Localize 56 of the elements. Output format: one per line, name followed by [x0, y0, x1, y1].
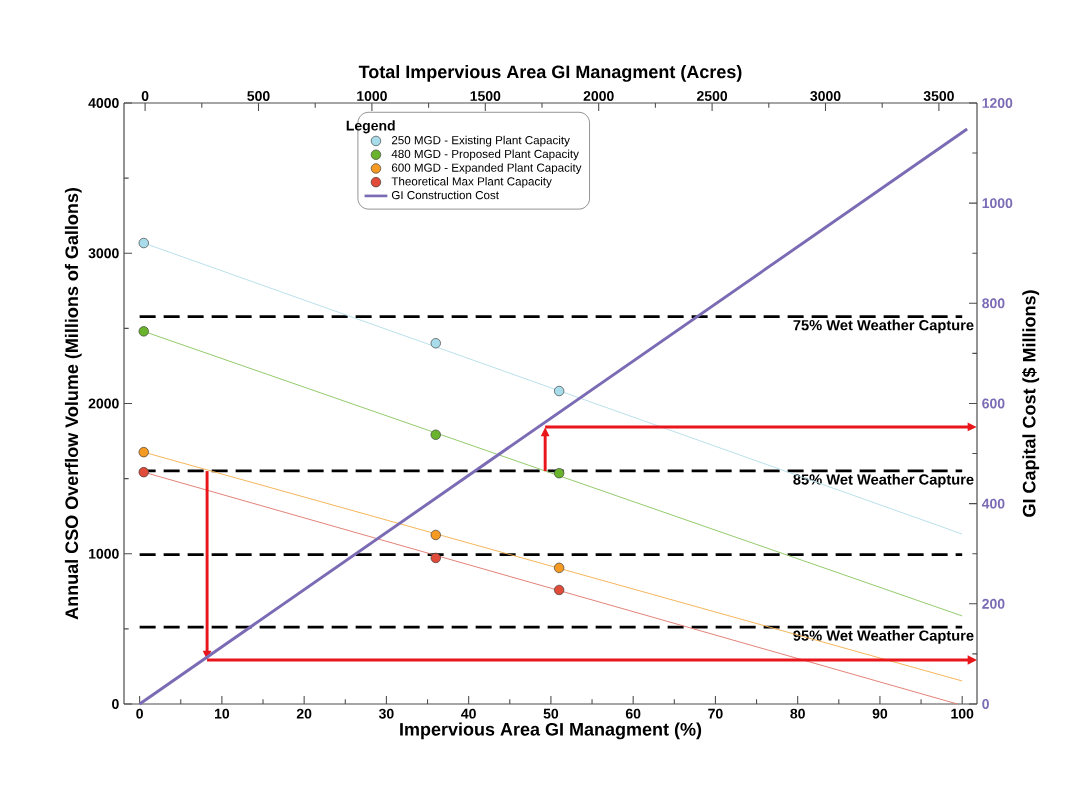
- x-tick-label: 70: [708, 708, 723, 719]
- point: [554, 562, 565, 573]
- legend-label: GI Construction Cost: [391, 190, 499, 200]
- point: [138, 237, 149, 249]
- point: [430, 429, 441, 440]
- y2-tick-label: 1000: [982, 198, 1013, 209]
- ref-line-label: 95% Wet Weather Capture: [793, 630, 974, 644]
- point: [554, 385, 565, 397]
- point: [430, 529, 441, 541]
- x2-tick-label: 1500: [470, 91, 501, 101]
- legend-label: 600 MGD - Expanded Plant Capacity: [391, 163, 582, 175]
- x-tick-label: 10: [214, 708, 230, 719]
- x-tick-label: 50: [543, 708, 559, 719]
- y2-tick-label: 600: [982, 398, 1005, 409]
- y-tick-label: 0: [112, 699, 119, 709]
- x2-axis-title: Total Impervious Area GI Managment (Acres): [358, 64, 742, 82]
- y2-axis-title: GI Capital Cost ($ Millions): [1022, 290, 1040, 517]
- y-tick-label: 4000: [88, 98, 119, 108]
- point: [554, 468, 565, 479]
- x2-tick-label: 3000: [810, 91, 841, 101]
- ref-line-label: 75% Wet Weather Capture: [793, 319, 974, 334]
- point: [554, 584, 565, 596]
- legend-label: Theoretical Max Plant Capacity: [391, 176, 552, 188]
- point: [138, 467, 149, 478]
- ref-line-label: 85% Wet Weather Capture: [793, 473, 974, 488]
- x-tick-label: 20: [296, 708, 312, 719]
- y2-tick-label: 400: [981, 498, 1005, 509]
- x2-tick-label: 0: [141, 91, 149, 101]
- y2-tick-label: 800: [982, 298, 1005, 309]
- legend-label: 480 MGD - Proposed Plant Capacity: [391, 149, 579, 161]
- x-tick-label: 90: [872, 708, 888, 719]
- x-axis-title: Impervious Area GI Managment (%): [400, 722, 702, 740]
- y2-tick-label: 0: [982, 699, 989, 709]
- x2-tick-label: 1000: [357, 91, 387, 101]
- y-tick-label: 2000: [88, 398, 119, 409]
- x-tick-label: 100: [951, 708, 974, 719]
- legend-label: 250 MGD - Existing Plant Capacity: [391, 135, 570, 147]
- x-tick-label: 40: [461, 708, 476, 719]
- x2-tick-label: 2000: [583, 91, 614, 101]
- x-tick-label: 60: [625, 708, 641, 719]
- x2-tick-label: 3500: [923, 91, 954, 101]
- x2-tick-label: 500: [247, 91, 270, 101]
- y-tick-label: 1000: [89, 548, 119, 559]
- point: [430, 552, 441, 564]
- y2-tick-label: 1200: [982, 98, 1013, 108]
- x2-tick-label: 2500: [697, 91, 728, 101]
- y-tick-label: 3000: [88, 248, 119, 259]
- y-axis-title: Annual CSO Overflow Volume (Millions of Gallons): [64, 188, 82, 620]
- point: [138, 447, 149, 458]
- y2-tick-label: 200: [982, 598, 1005, 609]
- x-tick-label: 80: [790, 708, 805, 719]
- point: [138, 326, 149, 337]
- legend-title: Legend: [346, 120, 395, 134]
- x-tick-label: 0: [136, 708, 143, 719]
- x-tick-label: 30: [378, 708, 394, 719]
- point: [430, 338, 441, 349]
